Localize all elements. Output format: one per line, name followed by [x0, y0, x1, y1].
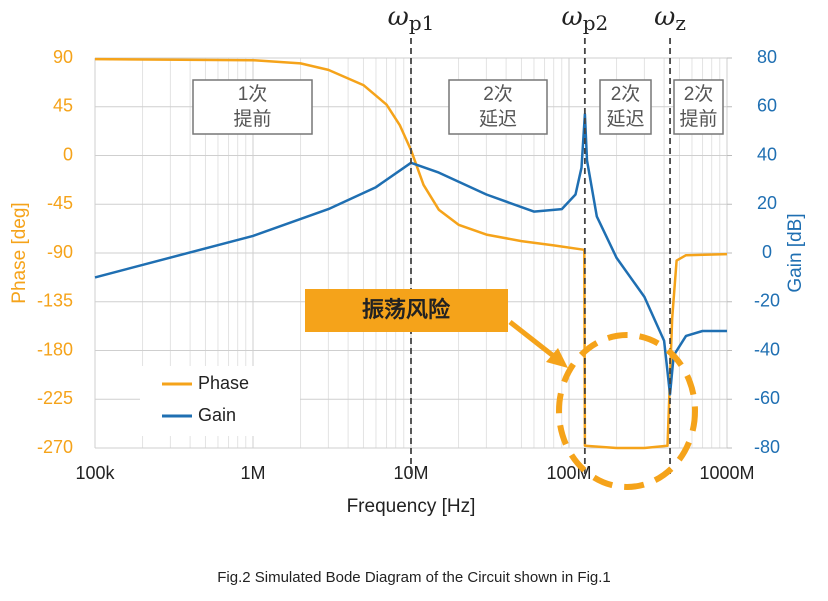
marker-subscript: p1	[409, 11, 435, 35]
marker-label: ωp2	[561, 2, 608, 35]
y2-tick-label: 40	[757, 144, 777, 164]
marker-symbol: ω	[654, 2, 675, 32]
marker-label: ωz	[654, 2, 686, 35]
marker-symbol: ω	[561, 2, 582, 32]
legend-box	[140, 366, 300, 436]
marker-subscript: p2	[583, 11, 609, 35]
callout-box	[305, 289, 508, 332]
callout-arrow	[508, 320, 558, 360]
risk-circle	[556, 332, 698, 490]
y-tick-label: 0	[63, 144, 73, 164]
note-text: 延迟	[479, 108, 517, 130]
note-box	[673, 79, 724, 135]
y2-tick-label: 0	[762, 242, 772, 262]
y-tick-label: -45	[47, 193, 73, 213]
note-text: 2次	[684, 83, 714, 105]
y-tick-label: -135	[37, 291, 73, 311]
y2-tick-label: 80	[757, 47, 777, 67]
marker-label: ωp1	[388, 2, 435, 35]
y2-tick-label: -60	[754, 388, 780, 408]
note-text: 2次	[611, 83, 641, 105]
x-axis-title: Frequency [Hz]	[347, 496, 476, 517]
note-box	[599, 79, 652, 135]
series-line	[94, 57, 728, 450]
callout-text: 振荡风险	[362, 297, 451, 322]
note-text: 2次	[483, 83, 513, 105]
y-tick-label: -90	[47, 242, 73, 262]
marker-subscript: z	[675, 11, 686, 35]
x-tick-label: 1M	[240, 463, 265, 483]
series-line	[94, 112, 727, 396]
note-text: 提前	[679, 108, 717, 130]
note-text: 延迟	[606, 108, 644, 130]
y2-tick-label: 60	[757, 96, 777, 116]
x-tick-label: 1000M	[699, 463, 754, 483]
marker-symbol: ω	[388, 2, 409, 32]
y-tick-label: 90	[53, 47, 73, 67]
callout-arrowhead	[546, 348, 568, 368]
note-text: 1次	[238, 83, 268, 105]
y2-axis-title: Gain [dB]	[785, 213, 806, 292]
legend-label: Phase	[198, 373, 249, 393]
y2-tick-label: -40	[754, 339, 780, 359]
y-tick-label: -270	[37, 437, 73, 457]
y2-tick-label: -80	[754, 437, 780, 457]
y2-tick-label: -20	[754, 291, 780, 311]
y-tick-label: 45	[53, 96, 73, 116]
note-box	[192, 79, 313, 135]
note-text: 提前	[233, 108, 271, 130]
y-tick-label: -180	[37, 339, 73, 359]
legend-label: Gain	[198, 405, 236, 425]
x-tick-label: 100k	[75, 463, 115, 483]
y-axis-title: Phase [deg]	[9, 202, 30, 303]
caption: Fig.2 Simulated Bode Diagram of the Circ…	[217, 569, 611, 586]
note-box	[448, 79, 548, 135]
y2-tick-label: 20	[757, 193, 777, 213]
y-tick-label: -225	[37, 388, 73, 408]
